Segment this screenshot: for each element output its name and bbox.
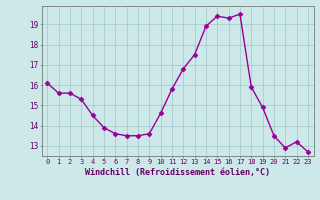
X-axis label: Windchill (Refroidissement éolien,°C): Windchill (Refroidissement éolien,°C) [85, 168, 270, 177]
